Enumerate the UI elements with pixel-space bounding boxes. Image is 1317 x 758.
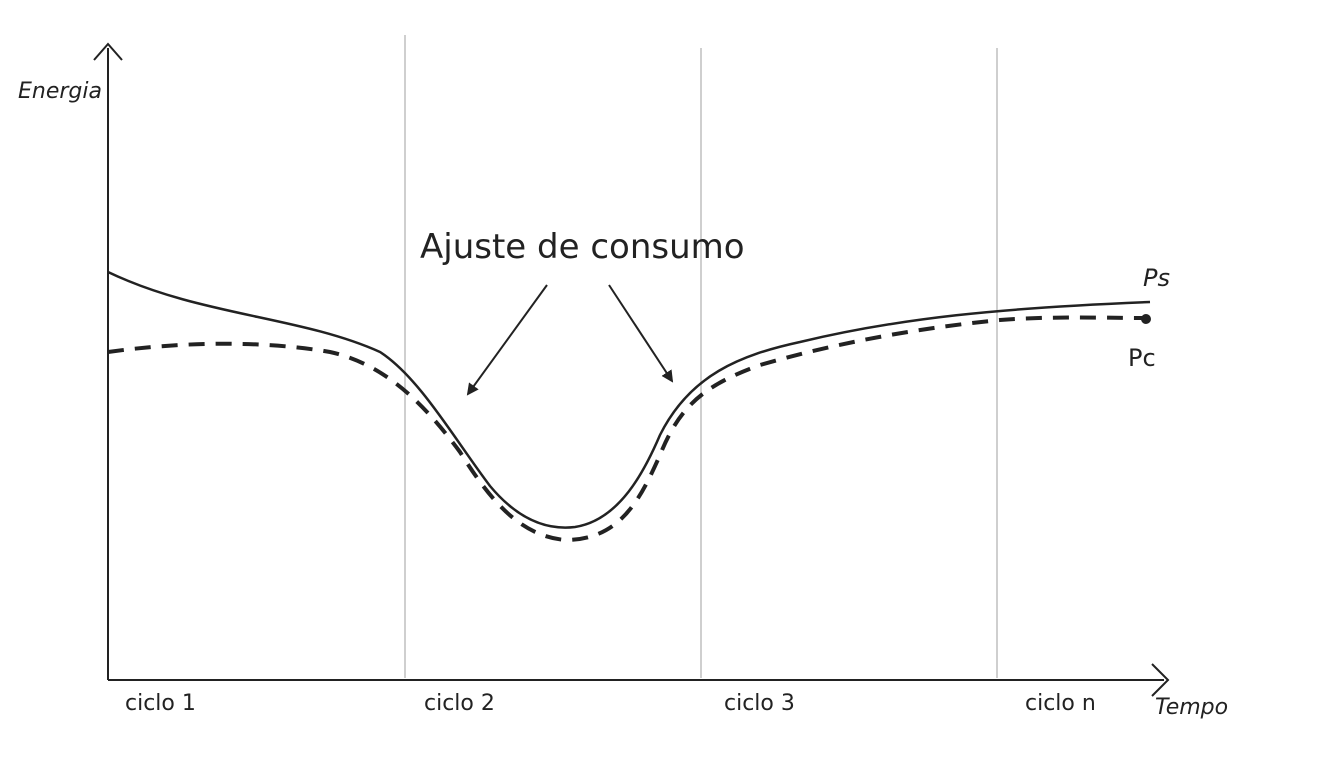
annotation-label: Ajuste de consumo [420, 227, 745, 267]
curve-ps [107, 270, 1151, 529]
series-label-pc: Pc [1128, 344, 1156, 372]
annotation-arrow-right [608, 284, 674, 383]
annotation-arrow-left [466, 284, 548, 396]
y-axis-arrowhead [93, 42, 123, 61]
cycle-label-2: ciclo 2 [424, 691, 495, 716]
curve-pc [107, 315, 1146, 543]
series-label-ps: Ps [1143, 264, 1170, 292]
cycle-label-1: ciclo 1 [125, 691, 196, 716]
cycle-label-3: ciclo 3 [724, 691, 795, 716]
cycle-label-n: ciclo n [1025, 691, 1096, 716]
y-axis-label: Energia [18, 79, 102, 104]
x-axis-label: Tempo [1155, 695, 1228, 720]
pc-endpoint [1141, 314, 1151, 324]
x-axis-arrowhead [1151, 663, 1170, 697]
